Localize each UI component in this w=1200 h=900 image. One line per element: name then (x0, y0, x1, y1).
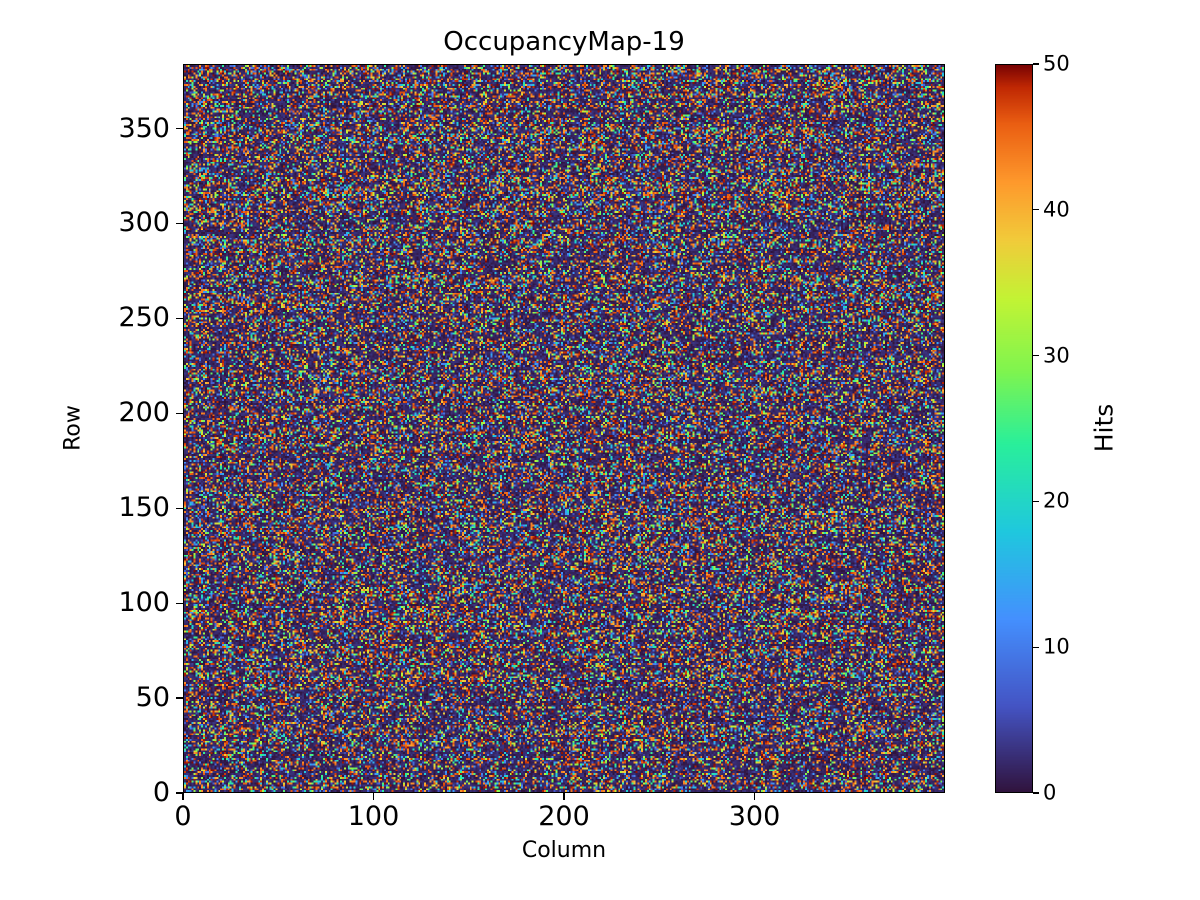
x-axis-label: Column (521, 838, 607, 863)
y-tick-label: 0 (152, 777, 170, 808)
x-tick-label: 300 (728, 801, 781, 832)
y-tick-mark (176, 697, 183, 699)
y-tick-mark (176, 317, 183, 319)
colorbar-tick-label: 40 (1043, 197, 1070, 222)
colorbar-tick-label: 50 (1043, 51, 1070, 76)
colorbar-label: Hits (1089, 403, 1119, 453)
y-tick-mark (176, 127, 183, 130)
y-tick-mark (176, 222, 183, 225)
y-tick-mark (176, 792, 183, 794)
colorbar-tick-mark (1033, 63, 1039, 65)
colorbar-tick-label: 10 (1043, 634, 1070, 659)
colorbar-tick-label: 30 (1043, 343, 1070, 368)
y-tick-mark (176, 602, 183, 604)
colorbar-gradient (996, 65, 1032, 792)
x-tick-mark (753, 793, 756, 800)
x-tick-mark (563, 793, 565, 800)
colorbar[interactable] (995, 64, 1033, 793)
colorbar-tick-label: 20 (1043, 488, 1070, 513)
y-tick-label: 250 (118, 302, 170, 334)
colorbar-tick-mark (1033, 209, 1039, 211)
page-title: OccupancyMap-19 (443, 27, 685, 57)
x-tick-label: 0 (174, 801, 192, 832)
x-tick-mark (182, 793, 184, 800)
y-tick-mark (176, 412, 183, 414)
y-tick-mark (176, 507, 183, 509)
colorbar-tick-label: 0 (1043, 780, 1057, 805)
colorbar-tick-mark (1033, 646, 1039, 648)
y-tick-label: 100 (118, 587, 170, 619)
colorbar-tick-mark (1033, 355, 1039, 357)
y-tick-label: 350 (118, 112, 170, 144)
heatmap-plot-area[interactable] (183, 64, 945, 793)
y-tick-label: 150 (118, 492, 170, 524)
x-tick-mark (372, 793, 375, 800)
colorbar-tick-mark (1033, 500, 1039, 502)
y-tick-label: 200 (118, 397, 170, 429)
y-tick-label: 50 (135, 682, 170, 714)
y-axis-label: Row (60, 405, 86, 451)
x-tick-label: 200 (538, 801, 590, 832)
colorbar-tick-mark (1033, 792, 1039, 794)
x-tick-label: 100 (347, 801, 400, 832)
y-tick-label: 300 (118, 207, 170, 239)
heatmap-image (184, 65, 944, 792)
